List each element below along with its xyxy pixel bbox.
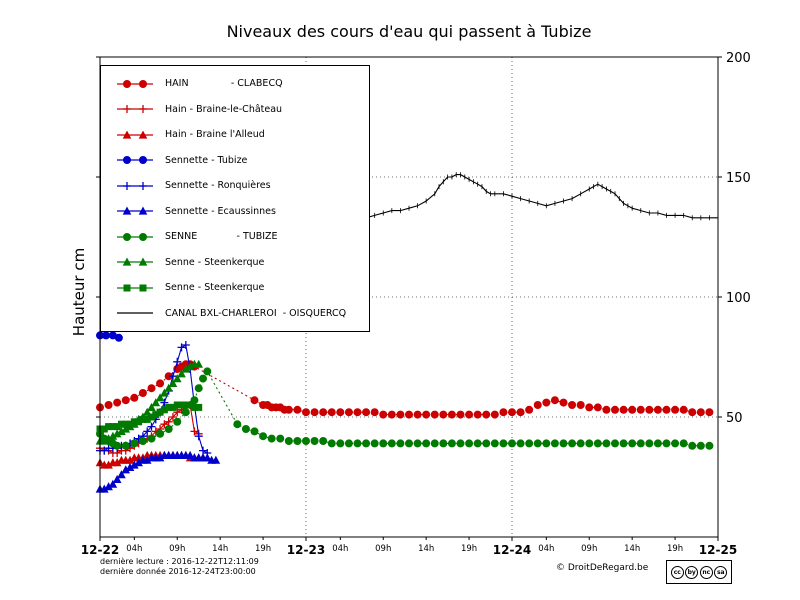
legend-label: Sennette - Ronquières (165, 180, 271, 192)
x-major-tick-label: 12-22 (81, 543, 119, 557)
cc-license-badge: cc by nc sa (666, 560, 732, 584)
legend-label: CANAL BXL-CHARLEROI - OISQUERCQ (165, 307, 347, 319)
y-tick-label: 50 (726, 411, 743, 426)
x-minor-tick-label: 14h (212, 544, 228, 554)
cc-logo-icon: cc (670, 565, 684, 579)
x-minor-tick-label: 09h (169, 544, 185, 554)
x-major-tick-label: 12-23 (287, 543, 325, 557)
series-hain-clabecq (96, 360, 714, 419)
y-tick-label: 150 (726, 171, 751, 186)
x-minor-tick-label: 04h (126, 544, 142, 554)
y-tick-label: 200 (726, 51, 751, 66)
copyright-text: © DroitDeRegard.be (556, 563, 649, 573)
x-minor-tick-label: 19h (667, 544, 683, 554)
legend-item: Hain - Braine-le-Château (101, 102, 369, 116)
legend-marker-circle-icon (117, 156, 153, 165)
legend-label: Senne - Steenkerque (165, 282, 265, 294)
legend-marker-plus-icon (117, 181, 153, 190)
y-tick-label: 100 (726, 291, 751, 306)
x-minor-tick-label: 19h (255, 544, 271, 554)
legend-label: Sennette - Tubize (165, 154, 248, 166)
x-major-tick-label: 12-24 (493, 543, 531, 557)
legend-marker-circle-icon (117, 79, 153, 88)
legend-item: Senne - Steenkerque (101, 281, 369, 295)
legend-item: CANAL BXL-CHARLEROI - OISQUERCQ (101, 306, 369, 320)
x-minor-tick-label: 09h (581, 544, 597, 554)
legend-label: HAIN - CLABECQ (165, 78, 283, 90)
x-minor-tick-label: 19h (461, 544, 477, 554)
legend-item: Senne - Steenkerque (101, 255, 369, 269)
last-read-text: dernière lecture : 2016-12-22T12:11:09 (100, 557, 259, 566)
cc-by-icon: by (685, 565, 699, 579)
legend-marker-triangle-icon (117, 257, 153, 266)
legend-label: Senne - Steenkerque (165, 256, 265, 268)
legend-label: Hain - Braine l'Alleud (165, 129, 265, 141)
x-minor-tick-label: 14h (418, 544, 434, 554)
series-sennette-tubize (96, 331, 123, 342)
legend-label: Sennette - Ecaussinnes (165, 205, 276, 217)
x-minor-tick-label: 14h (624, 544, 640, 554)
chart-legend: HAIN - CLABECQ Hain - Braine-le-Château Ha… (100, 65, 370, 332)
legend-item: Sennette - Tubize (101, 153, 369, 167)
cc-nc-icon: nc (699, 565, 713, 579)
legend-label: Hain - Braine-le-Château (165, 103, 283, 115)
series-sennette-ecaussinnes (95, 450, 221, 493)
series-senne-tubize (96, 367, 714, 450)
x-minor-tick-label: 09h (375, 544, 391, 554)
legend-label: SENNE - TUBIZE (165, 231, 278, 243)
cc-sa-icon: sa (714, 565, 728, 579)
legend-marker-circle-icon (117, 232, 153, 241)
legend-item: Sennette - Ronquières (101, 179, 369, 193)
legend-item: Sennette - Ecaussinnes (101, 204, 369, 218)
legend-marker-triangle-icon (117, 206, 153, 215)
legend-marker-none-icon (117, 312, 153, 314)
legend-marker-square-icon (117, 284, 153, 292)
legend-item: HAIN - CLABECQ (101, 77, 369, 91)
chart-title: Niveaux des cours d'eau qui passent à Tu… (226, 22, 592, 41)
legend-marker-plus-icon (117, 105, 153, 114)
legend-marker-triangle-icon (117, 130, 153, 139)
legend-item: SENNE - TUBIZE (101, 230, 369, 244)
x-minor-tick-label: 04h (538, 544, 554, 554)
x-minor-tick-label: 04h (332, 544, 348, 554)
legend-item: Hain - Braine l'Alleud (101, 128, 369, 142)
last-data-text: dernière donnée 2016-12-24T23:00:00 (100, 567, 256, 576)
x-major-tick-label: 12-25 (699, 543, 737, 557)
